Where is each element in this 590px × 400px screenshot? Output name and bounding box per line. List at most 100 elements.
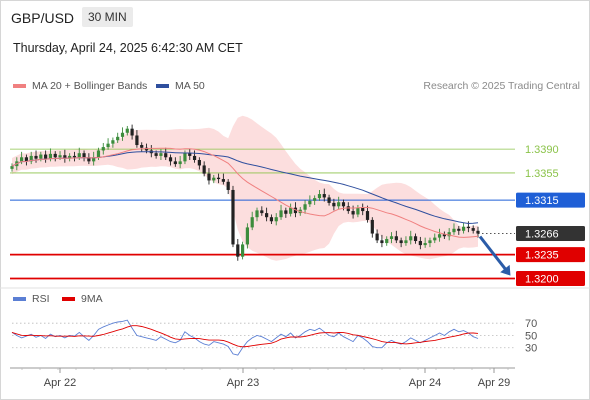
candle-body bbox=[356, 207, 360, 215]
candle-body bbox=[10, 166, 14, 169]
candle-body bbox=[207, 173, 211, 181]
price-label-bg-1.3315 bbox=[516, 192, 585, 208]
x-tick-label: Apr 24 bbox=[409, 377, 441, 389]
ma50-swatch bbox=[156, 84, 169, 88]
candle-body bbox=[245, 227, 250, 245]
candle-body bbox=[120, 132, 125, 137]
ma20-swatch bbox=[13, 84, 26, 88]
candle-body bbox=[48, 153, 53, 159]
price-label-1.3235: 1.3235 bbox=[525, 250, 559, 262]
rsi-ma9-line bbox=[11, 325, 479, 348]
candle-body bbox=[399, 240, 403, 244]
price-label-bg-1.3200 bbox=[516, 270, 585, 286]
price-label-1.3200: 1.3200 bbox=[525, 273, 559, 285]
candle-body bbox=[341, 202, 346, 207]
legend-ma50-label: MA 50 bbox=[175, 80, 205, 92]
candle-body bbox=[77, 153, 81, 158]
candle-body bbox=[168, 157, 173, 162]
candle-body bbox=[303, 204, 307, 210]
candle-body bbox=[442, 234, 446, 237]
x-tick-label: Apr 22 bbox=[44, 377, 76, 389]
candle-body bbox=[226, 181, 230, 190]
price-label-1.3315: 1.3315 bbox=[525, 195, 559, 207]
candle-body bbox=[39, 154, 43, 159]
candle-body bbox=[380, 240, 384, 244]
legend-ma50: MA 50 bbox=[156, 80, 205, 92]
candle-body bbox=[20, 157, 24, 162]
candle-body bbox=[322, 194, 326, 198]
candle-body bbox=[130, 128, 134, 136]
candle-body bbox=[346, 206, 350, 212]
timeframe-badge[interactable]: 30 MIN bbox=[82, 7, 133, 27]
candle-body bbox=[279, 210, 283, 218]
candle-body bbox=[389, 236, 394, 239]
rsi-swatch bbox=[13, 297, 26, 301]
candle-body bbox=[413, 236, 418, 242]
rsi-tick-50: 50 bbox=[525, 330, 537, 342]
price-label-1.3266: 1.3266 bbox=[525, 229, 559, 241]
candle-body bbox=[418, 241, 422, 246]
candle-body bbox=[476, 230, 480, 234]
candle-body bbox=[87, 157, 91, 162]
candle-body bbox=[385, 238, 389, 244]
candle-body bbox=[361, 207, 365, 212]
x-tick-label: Apr 23 bbox=[227, 377, 259, 389]
candle-body bbox=[461, 226, 466, 231]
candle-body bbox=[404, 240, 408, 244]
candle-body bbox=[192, 155, 197, 160]
candle-body bbox=[327, 197, 331, 203]
candle-body bbox=[202, 165, 206, 174]
candle-body bbox=[255, 210, 259, 218]
candle-body bbox=[154, 153, 158, 156]
candle-body bbox=[164, 153, 168, 158]
candle-body bbox=[284, 210, 288, 214]
candle-body bbox=[101, 147, 105, 151]
candle-body bbox=[423, 243, 427, 246]
candle-body bbox=[375, 233, 379, 241]
candle-body bbox=[63, 155, 67, 159]
candle-body bbox=[58, 155, 62, 158]
ma20-line bbox=[11, 147, 479, 238]
candle-body bbox=[125, 128, 129, 133]
candle-body bbox=[471, 228, 475, 231]
candle-body bbox=[447, 232, 451, 237]
candle-body bbox=[265, 213, 269, 218]
candle-body bbox=[216, 177, 221, 180]
candle-body bbox=[53, 153, 57, 158]
candle-body bbox=[140, 145, 144, 148]
candle-body bbox=[394, 236, 398, 241]
candle-body bbox=[289, 207, 293, 214]
candle-body bbox=[269, 217, 274, 222]
legend-ma9-label: 9MA bbox=[81, 293, 103, 305]
candle-body bbox=[159, 153, 163, 156]
candle-body bbox=[68, 155, 72, 159]
candle-body bbox=[173, 161, 177, 165]
candle-body bbox=[313, 198, 317, 201]
legend-rsi: RSI bbox=[13, 293, 50, 305]
candle-body bbox=[260, 210, 264, 214]
candle-body bbox=[236, 244, 240, 257]
rsi-tick-30: 30 bbox=[525, 343, 537, 355]
datetime-label: Thursday, April 24, 2025 6:42:30 AM CET bbox=[13, 41, 243, 55]
candle-body bbox=[274, 217, 278, 222]
price-label-1.3355: 1.3355 bbox=[525, 168, 559, 180]
candle-body bbox=[332, 202, 336, 207]
candle-body bbox=[135, 135, 139, 146]
candle-body bbox=[308, 200, 312, 205]
rsi-tick-70: 70 bbox=[525, 318, 537, 330]
candle-body bbox=[111, 140, 115, 144]
rsi-line bbox=[11, 319, 479, 356]
candle-body bbox=[24, 157, 29, 162]
candle-body bbox=[116, 136, 120, 141]
bollinger-band bbox=[12, 115, 478, 261]
candle-body bbox=[293, 207, 298, 214]
candle-body bbox=[34, 155, 38, 159]
candle-body bbox=[212, 177, 216, 181]
legend-ma20: MA 20 + Bollinger Bands bbox=[13, 80, 147, 92]
legend-rsi-label: RSI bbox=[32, 293, 50, 305]
candle-body bbox=[178, 161, 182, 165]
price-label-bg-1.3235 bbox=[516, 247, 585, 263]
candle-body bbox=[317, 194, 322, 199]
candle-body bbox=[231, 189, 235, 245]
